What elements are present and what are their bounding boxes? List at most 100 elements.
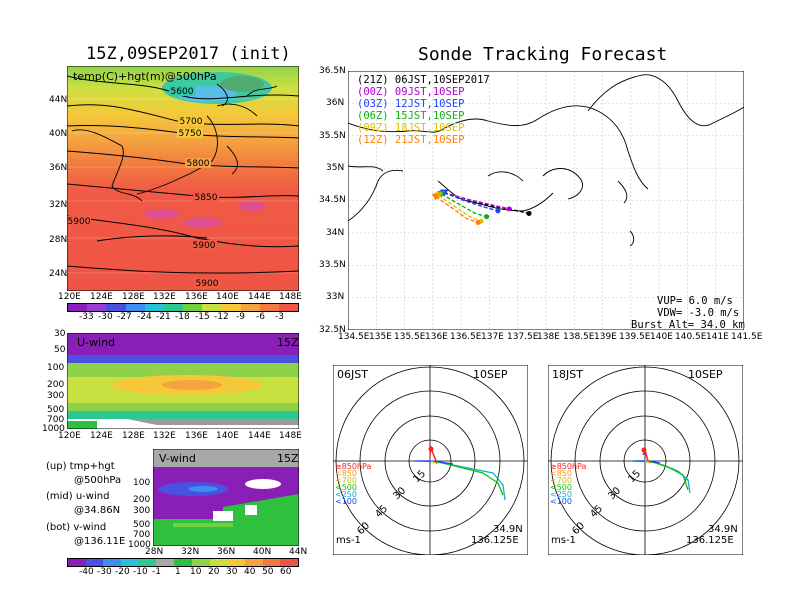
u-x-148e: 148E (279, 431, 302, 441)
track-series-5 (435, 196, 479, 224)
v-wind-plot: V-wind 15Z (152, 448, 300, 547)
track-series-3 (440, 193, 487, 218)
track-lat-8: 32.5N (319, 325, 346, 335)
hodo-left-lev-0: ≥850hPa (335, 462, 372, 471)
hodo-left-lev-1: <850 (335, 469, 357, 478)
upper-lat-40n: 40N (49, 129, 68, 139)
hodo-left-lev-3: <500 (335, 483, 357, 492)
track-lon-14: 141.5E (731, 332, 763, 342)
temp-colorbar (67, 303, 299, 312)
u-x-128e: 128E (122, 431, 145, 441)
track-end-point-1 (506, 206, 512, 212)
hodo-left-lev-5: <100 (335, 497, 357, 506)
note-mid-2: @34.86N (74, 505, 121, 516)
legend-04: (09Z) 18JST,10SEP (357, 122, 464, 134)
contour-5900-b: 5900 (193, 241, 216, 251)
track-start-marker-5 (431, 193, 440, 201)
legend-00-text: (21Z) 06JST,10SEP2017 (357, 74, 490, 86)
hodo-right-date: 10SEP (688, 368, 723, 381)
upper-lat-28n: 28N (49, 235, 68, 245)
track-lat-6: 33.5N (319, 260, 346, 270)
wind-cb-50: 50 (262, 567, 274, 577)
temp-cb-m27: -27 (117, 312, 132, 322)
note-mid-1: (mid) u-wind (46, 491, 110, 502)
u-x-140e: 140E (216, 431, 239, 441)
wind-cb-1: 1 (175, 567, 181, 577)
hodo-right-lat: 34.9N (708, 524, 738, 535)
v-x-32n: 32N (181, 547, 200, 557)
track-lat-5: 34N (326, 228, 345, 238)
wind-cb-20: 20 (208, 567, 220, 577)
wind-cb-m30: -30 (97, 567, 112, 577)
v-y-100: 100 (133, 478, 151, 488)
contour-5700: 5700 (180, 117, 203, 127)
note-bot-1: (bot) v-wind (46, 522, 107, 533)
upper-lat-32n: 32N (49, 200, 68, 210)
track-lat-2: 35.5N (319, 131, 346, 141)
legend-03-text: (06Z) 15JST,10SEP (357, 110, 465, 122)
upper-lon-128e: 128E (122, 292, 145, 302)
u-x-132e: 132E (153, 431, 176, 441)
wind-cb-10: 10 (190, 567, 202, 577)
contour-5900-a: 5900 (68, 217, 91, 227)
track-lon-2: 135.5E (394, 332, 426, 342)
temp-cb-m3: -3 (275, 312, 284, 322)
note-up-2: @500hPa (74, 475, 122, 486)
hodo-right-lev-5: <100 (550, 497, 572, 506)
track-end-point-0 (526, 210, 532, 216)
v-y-1000: 1000 (128, 540, 151, 550)
wind-cb-60: 60 (280, 567, 292, 577)
u-y-100: 100 (47, 363, 65, 373)
temp-cb-m18: -18 (175, 312, 190, 322)
u-x-136e: 136E (185, 431, 208, 441)
track-series-2 (443, 192, 499, 212)
track-lat-1: 36N (326, 98, 345, 108)
upper-lon-124e: 124E (90, 292, 113, 302)
param-burst: Burst Alt= 34.0 km (631, 319, 745, 331)
legend-05: (12Z) 21JST,10SEP (357, 134, 464, 146)
hodo-left-lev-4: <250 (335, 490, 357, 499)
track-lon-1: 135E (369, 332, 392, 342)
v-y-500: 500 (133, 520, 151, 530)
upper-lon-132e: 132E (153, 292, 176, 302)
note-bot-2: @136.11E (74, 536, 126, 547)
hodo-right-lev-4: <250 (550, 490, 572, 499)
u-wind-plot: U-wind 15Z (66, 332, 300, 430)
track-map (347, 70, 745, 331)
hodograph-right: 18JST 10SEP 34.9N 136.125E ms-1 15 30 45… (547, 364, 744, 556)
contour-5750: 5750 (179, 129, 202, 139)
hodo-left-lon: 136.125E (471, 535, 519, 546)
u-y-1000: 1000 (42, 424, 65, 434)
hodo-left-lat: 34.9N (493, 524, 523, 535)
legend-01: (00Z) 09JST,10SEP (357, 86, 464, 98)
temp-cb-m24: -24 (137, 312, 152, 322)
upper-map: 5600 5700 5750 5800 5850 5900 5900 5900 … (66, 65, 300, 292)
track-lon-6: 137.5E (507, 332, 539, 342)
track-lat-4: 34.5N (319, 195, 346, 205)
upper-lon-148e: 148E (279, 292, 302, 302)
wind-cb-m40: -40 (79, 567, 94, 577)
u-x-124e: 124E (90, 431, 113, 441)
temp-cb-m21: -21 (156, 312, 171, 322)
track-lon-0: 134.5E (338, 332, 370, 342)
v-y-700: 700 (133, 530, 151, 540)
note-up-1: (up) tmp+hgt (46, 461, 115, 472)
hodo-right-lev-3: <500 (550, 483, 572, 492)
track-end-point-5 (475, 220, 481, 226)
right-title: Sonde Tracking Forecast (418, 44, 668, 65)
temp-cb-m33: -33 (79, 312, 94, 322)
track-lon-3: 136E (425, 332, 448, 342)
wind-cb-m20: -20 (115, 567, 130, 577)
param-vup: VUP= 6.0 m/s (657, 295, 733, 307)
wind-cb-m10: -10 (133, 567, 148, 577)
v-y-200: 200 (133, 495, 151, 505)
track-lon-7: 138E (537, 332, 560, 342)
u-y-200: 200 (47, 380, 65, 390)
hodograph-left-plot: 06JST 10SEP 34.9N 136.125E ms-1 15 30 45… (332, 364, 529, 556)
track-lon-4: 136.5E (450, 332, 482, 342)
track-lon-12: 140.5E (675, 332, 707, 342)
hodo-left-jst: 06JST (337, 368, 368, 381)
track-end-point-2 (495, 208, 501, 214)
v-x-40n: 40N (253, 547, 272, 557)
track-lon-5: 137E (481, 332, 504, 342)
